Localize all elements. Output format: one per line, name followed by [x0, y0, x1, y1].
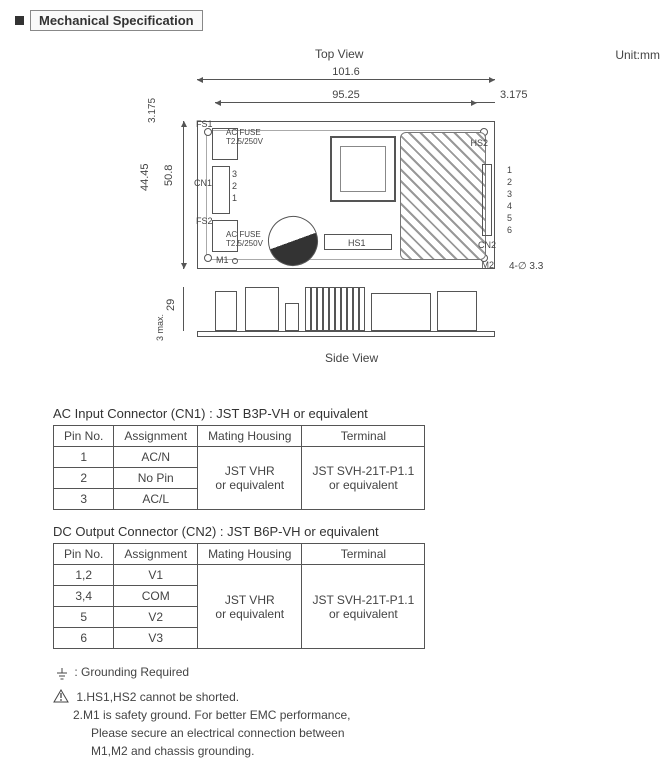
table-header-row: Pin No. Assignment Mating Housing Termin… [54, 426, 425, 447]
side-component [437, 291, 477, 331]
dim-height-outer: 50.8 [163, 165, 175, 186]
cell-pin: 3,4 [54, 586, 114, 607]
note-2c: M1,M2 and chassis grounding. [91, 742, 655, 760]
m2-label: M2 [481, 260, 494, 270]
cell-assign: V2 [114, 607, 198, 628]
dim-width-inner-line [215, 102, 477, 103]
mounting-hole-icon [204, 254, 212, 262]
col-housing: Mating Housing [198, 544, 302, 565]
cn2-pins: 1 2 3 4 5 6 [507, 164, 512, 236]
dim-margin-left: 3.175 [147, 98, 158, 123]
cell-assign: V3 [114, 628, 198, 649]
note-2a: 2.M1 is safety ground. For better EMC pe… [73, 706, 655, 724]
cn2-label: CN2 [478, 240, 496, 250]
dim-width-inner: 95.25 [215, 89, 477, 101]
grounding-note: : Grounding Required [53, 663, 655, 681]
side-component [285, 303, 299, 331]
col-terminal: Terminal [302, 426, 425, 447]
cell-pin: 6 [54, 628, 114, 649]
section-header: Mechanical Specification [15, 10, 655, 31]
grounding-text: : Grounding Required [74, 665, 189, 679]
cell-assign: COM [114, 586, 198, 607]
dim-height-inner: 44.45 [139, 163, 151, 191]
connector-cn1 [212, 166, 230, 214]
table-row: 1 AC/N JST VHR or equivalent JST SVH-21T… [54, 447, 425, 468]
dim-width-outer-line [197, 79, 495, 80]
side-heatsink-fins-icon [305, 287, 365, 331]
mechanical-drawing: Top View 101.6 95.25 3.175 50.8 44.45 3.… [15, 41, 655, 391]
col-assign: Assignment [114, 426, 198, 447]
hs1-label: HS1 [348, 238, 366, 248]
cell-pin: 3 [54, 489, 114, 510]
cell-pin: 1 [54, 447, 114, 468]
col-pin: Pin No. [54, 544, 114, 565]
cn1-pins: 3 2 1 [232, 168, 237, 204]
note-1: 1.HS1,HS2 cannot be shorted. [76, 690, 239, 704]
cn1-table: Pin No. Assignment Mating Housing Termin… [53, 425, 425, 510]
m1-label: M1 [216, 255, 229, 265]
side-view-label: Side View [325, 351, 378, 365]
cell-assign: V1 [114, 565, 198, 586]
dim-height-outer-line [183, 121, 184, 269]
m1-hole-icon [232, 258, 238, 264]
cell-pin: 5 [54, 607, 114, 628]
header-square-icon [15, 16, 24, 25]
col-pin: Pin No. [54, 426, 114, 447]
ground-icon [53, 665, 71, 683]
warning-line: 1.HS1,HS2 cannot be shorted. [53, 687, 655, 706]
warning-icon [53, 689, 69, 703]
side-component [371, 293, 431, 331]
note-2b: Please secure an electrical connection b… [91, 724, 655, 742]
table-header-row: Pin No. Assignment Mating Housing Termin… [54, 544, 425, 565]
cell-terminal: JST SVH-21T-P1.1 or equivalent [302, 447, 425, 510]
col-terminal: Terminal [302, 544, 425, 565]
cell-housing: JST VHR or equivalent [198, 565, 302, 649]
cell-assign: AC/L [114, 489, 198, 510]
col-assign: Assignment [114, 544, 198, 565]
side-component [215, 291, 237, 331]
hs2-label: HS2 [470, 138, 488, 148]
fuse1-text: AC FUSE T2.5/250V [226, 128, 263, 146]
cell-assign: AC/N [114, 447, 198, 468]
side-pcb-edge [197, 331, 495, 337]
connector-cn2 [482, 164, 492, 236]
cell-housing: JST VHR or equivalent [198, 447, 302, 510]
cn2-title: DC Output Connector (CN2) : JST B6P-VH o… [53, 524, 655, 539]
dim-side-line [183, 287, 184, 331]
footnotes: : Grounding Required 1.HS1,HS2 cannot be… [53, 663, 655, 760]
cn1-title: AC Input Connector (CN1) : JST B3P-VH or… [53, 406, 655, 421]
table-row: 1,2 V1 JST VHR or equivalent JST SVH-21T… [54, 565, 425, 586]
dim-side-height: 29 [165, 299, 177, 311]
dim-margin-right-line [477, 102, 495, 103]
top-view-label: Top View [315, 47, 363, 61]
side-component [245, 287, 279, 331]
transformer-icon [330, 136, 396, 202]
cell-assign: No Pin [114, 468, 198, 489]
cn2-table: Pin No. Assignment Mating Housing Termin… [53, 543, 425, 649]
cn1-label: CN1 [194, 178, 212, 188]
cell-terminal: JST SVH-21T-P1.1 or equivalent [302, 565, 425, 649]
col-housing: Mating Housing [198, 426, 302, 447]
cell-pin: 2 [54, 468, 114, 489]
section-title: Mechanical Specification [30, 10, 203, 31]
fuse2-text: AC FUSE T2.5/250V [226, 230, 263, 248]
cell-pin: 1,2 [54, 565, 114, 586]
fs2-label: FS2 [196, 216, 213, 226]
heatsink-hs2-area [400, 132, 486, 260]
dim-width-outer: 101.6 [197, 66, 495, 78]
holes-callout: 4-∅ 3.3 [509, 261, 543, 272]
dim-side-standoff: 3 max. [155, 314, 165, 341]
dim-margin-right: 3.175 [500, 89, 528, 101]
fs1-label: FS1 [196, 119, 213, 129]
mounting-hole-icon [204, 128, 212, 136]
pcb-board-top: FS1 AC FUSE T2.5/250V CN1 3 2 1 FS2 AC F… [197, 121, 495, 269]
